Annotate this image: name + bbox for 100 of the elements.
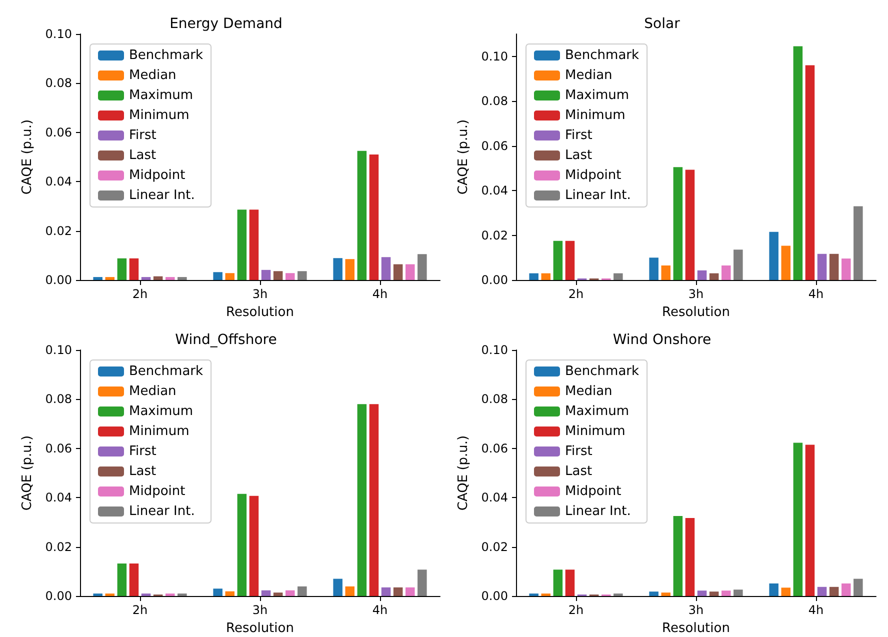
y-tick-label: 0.02 — [481, 540, 508, 554]
bar — [298, 271, 307, 280]
bar — [285, 590, 295, 596]
bar — [369, 404, 379, 596]
bar — [685, 170, 695, 280]
bar — [357, 404, 367, 596]
y-tick-label: 0.04 — [481, 490, 508, 505]
bar — [237, 494, 247, 596]
legend-label: Linear Int. — [565, 188, 631, 203]
bar — [661, 592, 671, 596]
legend-label: Midpoint — [565, 484, 622, 499]
bar — [333, 258, 342, 280]
bar — [685, 518, 695, 596]
legend-label: Linear Int. — [129, 504, 195, 519]
bar — [734, 590, 743, 596]
bar — [249, 210, 259, 280]
bar — [237, 210, 247, 280]
bar — [405, 264, 415, 280]
bar — [673, 516, 683, 596]
legend-label: Median — [129, 68, 176, 83]
bar — [333, 578, 342, 596]
bar — [261, 590, 271, 596]
bar — [817, 586, 827, 596]
bar — [213, 588, 222, 596]
bar — [854, 206, 863, 280]
bar — [829, 586, 839, 596]
bar — [709, 273, 719, 280]
legend-label: Maximum — [129, 404, 194, 419]
bar — [117, 258, 127, 280]
bar — [769, 583, 778, 596]
bar — [285, 273, 295, 280]
bar — [153, 276, 163, 280]
y-tick-label: 0.08 — [481, 392, 508, 406]
y-tick-label: 0.10 — [481, 343, 508, 357]
bar — [418, 570, 427, 596]
bar — [273, 592, 283, 596]
legend-label: Benchmark — [565, 48, 640, 63]
bar — [769, 232, 778, 280]
y-tick-label: 0.04 — [45, 490, 72, 505]
x-axis-title: Resolution — [662, 305, 730, 320]
legend-label: Midpoint — [129, 484, 186, 499]
bar — [697, 590, 707, 596]
x-tick-label: 2h — [568, 603, 584, 617]
bar — [261, 270, 271, 280]
bar — [553, 240, 563, 280]
bar — [129, 564, 139, 596]
bar — [854, 578, 863, 596]
y-tick-label: 0.04 — [481, 184, 508, 198]
bar — [649, 258, 658, 280]
y-tick-label: 0.10 — [45, 343, 72, 357]
legend-label: First — [129, 444, 156, 459]
bar — [673, 167, 683, 280]
legend-label: First — [565, 444, 592, 459]
legend-label: Midpoint — [565, 168, 622, 183]
x-tick-label: 4h — [808, 287, 824, 301]
legend-label: Linear Int. — [565, 504, 631, 519]
legend-label: First — [565, 128, 592, 143]
bar — [661, 265, 671, 280]
bar — [614, 273, 623, 280]
bar — [273, 271, 283, 280]
x-axis-title: Resolution — [226, 305, 294, 320]
bar — [213, 272, 222, 280]
legend-label: Last — [565, 148, 592, 163]
bar — [165, 277, 175, 280]
x-tick-label: 3h — [688, 603, 704, 617]
x-tick-label: 4h — [808, 603, 824, 617]
legend-label: Median — [565, 68, 612, 83]
y-tick-label: 0.00 — [481, 589, 508, 603]
y-tick-label: 0.06 — [45, 125, 72, 140]
chart-title: Solar — [644, 16, 680, 32]
y-tick-label: 0.00 — [45, 273, 72, 287]
bar — [357, 150, 367, 280]
bar — [841, 258, 851, 280]
chart-title: Energy Demand — [170, 16, 282, 32]
bar — [817, 254, 827, 280]
legend-label: Benchmark — [565, 364, 640, 379]
x-tick-label: 3h — [688, 287, 704, 301]
legend-label: Minimum — [129, 108, 190, 123]
bar — [381, 257, 391, 280]
bar — [345, 586, 355, 596]
legend-label: Median — [129, 384, 176, 399]
bar — [553, 570, 563, 596]
bar — [369, 154, 379, 280]
legend-label: Maximum — [565, 404, 630, 419]
bar — [565, 570, 575, 596]
bar — [225, 273, 235, 280]
bar — [565, 240, 575, 280]
bar — [721, 265, 731, 280]
y-tick-label: 0.10 — [45, 27, 72, 41]
bar — [793, 46, 803, 280]
legend-label: Minimum — [129, 424, 190, 439]
bar — [781, 246, 791, 280]
x-tick-label: 4h — [372, 287, 388, 301]
y-tick-label: 0.00 — [481, 273, 508, 287]
y-tick-label: 0.08 — [481, 94, 508, 108]
y-axis-title: CAQE (p.u.) — [456, 435, 471, 511]
y-tick-label: 0.02 — [481, 228, 508, 242]
y-tick-label: 0.00 — [45, 589, 72, 603]
x-axis-title: Resolution — [226, 621, 294, 636]
legend-label: Last — [129, 464, 156, 479]
